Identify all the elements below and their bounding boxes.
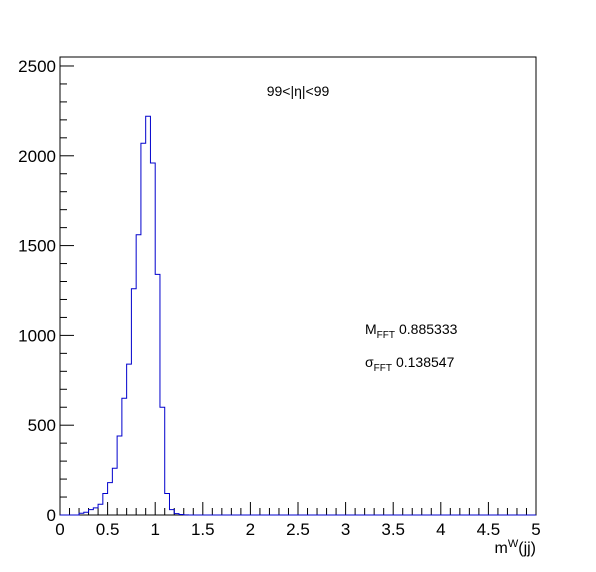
x-tick-label: 4 <box>436 520 445 539</box>
x-tick-label: 0 <box>55 520 64 539</box>
x-axis-title: mW(jj) <box>495 538 536 557</box>
x-tick-label: 4.5 <box>477 520 501 539</box>
x-tick-label: 5 <box>531 520 540 539</box>
x-tick-label: 2 <box>246 520 255 539</box>
y-axis: 0 500 1000 1500 2000 2500 <box>18 57 74 525</box>
x-tick-label: 3 <box>341 520 350 539</box>
y-tick-label: 0 <box>47 506 56 525</box>
x-tick-label: 3.5 <box>381 520 405 539</box>
sigma-annotation: σFFT 0.138547 <box>365 354 455 374</box>
y-tick-label: 2500 <box>18 57 56 76</box>
y-tick-label: 500 <box>28 416 56 435</box>
x-tick-label: 0.5 <box>96 520 120 539</box>
y-tick-label: 1500 <box>18 237 56 256</box>
mean-annotation: MFFT 0.885333 <box>365 321 458 341</box>
x-tick-label: 1 <box>150 520 159 539</box>
y-tick-label: 2000 <box>18 147 56 166</box>
x-axis: 0 0.5 1 1.5 2 2.5 3 3.5 4 4.5 5 <box>55 502 541 539</box>
plot-frame <box>59 56 537 516</box>
eta-range-label: 99<|η|<99 <box>267 83 330 99</box>
y-tick-label: 1000 <box>18 326 56 345</box>
x-tick-label: 1.5 <box>191 520 215 539</box>
histogram-line <box>60 115 536 516</box>
x-tick-label: 2.5 <box>286 520 310 539</box>
